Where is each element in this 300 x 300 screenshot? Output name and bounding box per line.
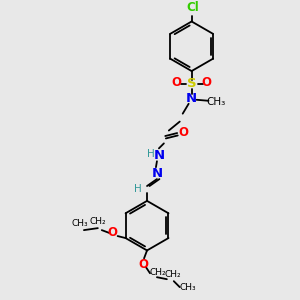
Text: N: N: [152, 167, 163, 180]
Text: Cl: Cl: [186, 1, 199, 14]
Text: O: O: [172, 76, 182, 89]
Text: S: S: [187, 77, 196, 90]
Text: CH₃: CH₃: [179, 283, 196, 292]
Text: H: H: [147, 149, 155, 159]
Text: CH₂: CH₂: [89, 217, 106, 226]
Text: CH₃: CH₃: [207, 97, 226, 107]
Text: O: O: [108, 226, 118, 238]
Text: O: O: [138, 258, 148, 271]
Text: CH₂: CH₂: [164, 270, 181, 279]
Text: N: N: [186, 92, 197, 105]
Text: CH₂: CH₂: [150, 268, 166, 277]
Text: N: N: [153, 149, 164, 162]
Text: O: O: [179, 126, 189, 139]
Text: H: H: [134, 184, 142, 194]
Text: CH₃: CH₃: [72, 219, 88, 228]
Text: O: O: [202, 76, 212, 89]
